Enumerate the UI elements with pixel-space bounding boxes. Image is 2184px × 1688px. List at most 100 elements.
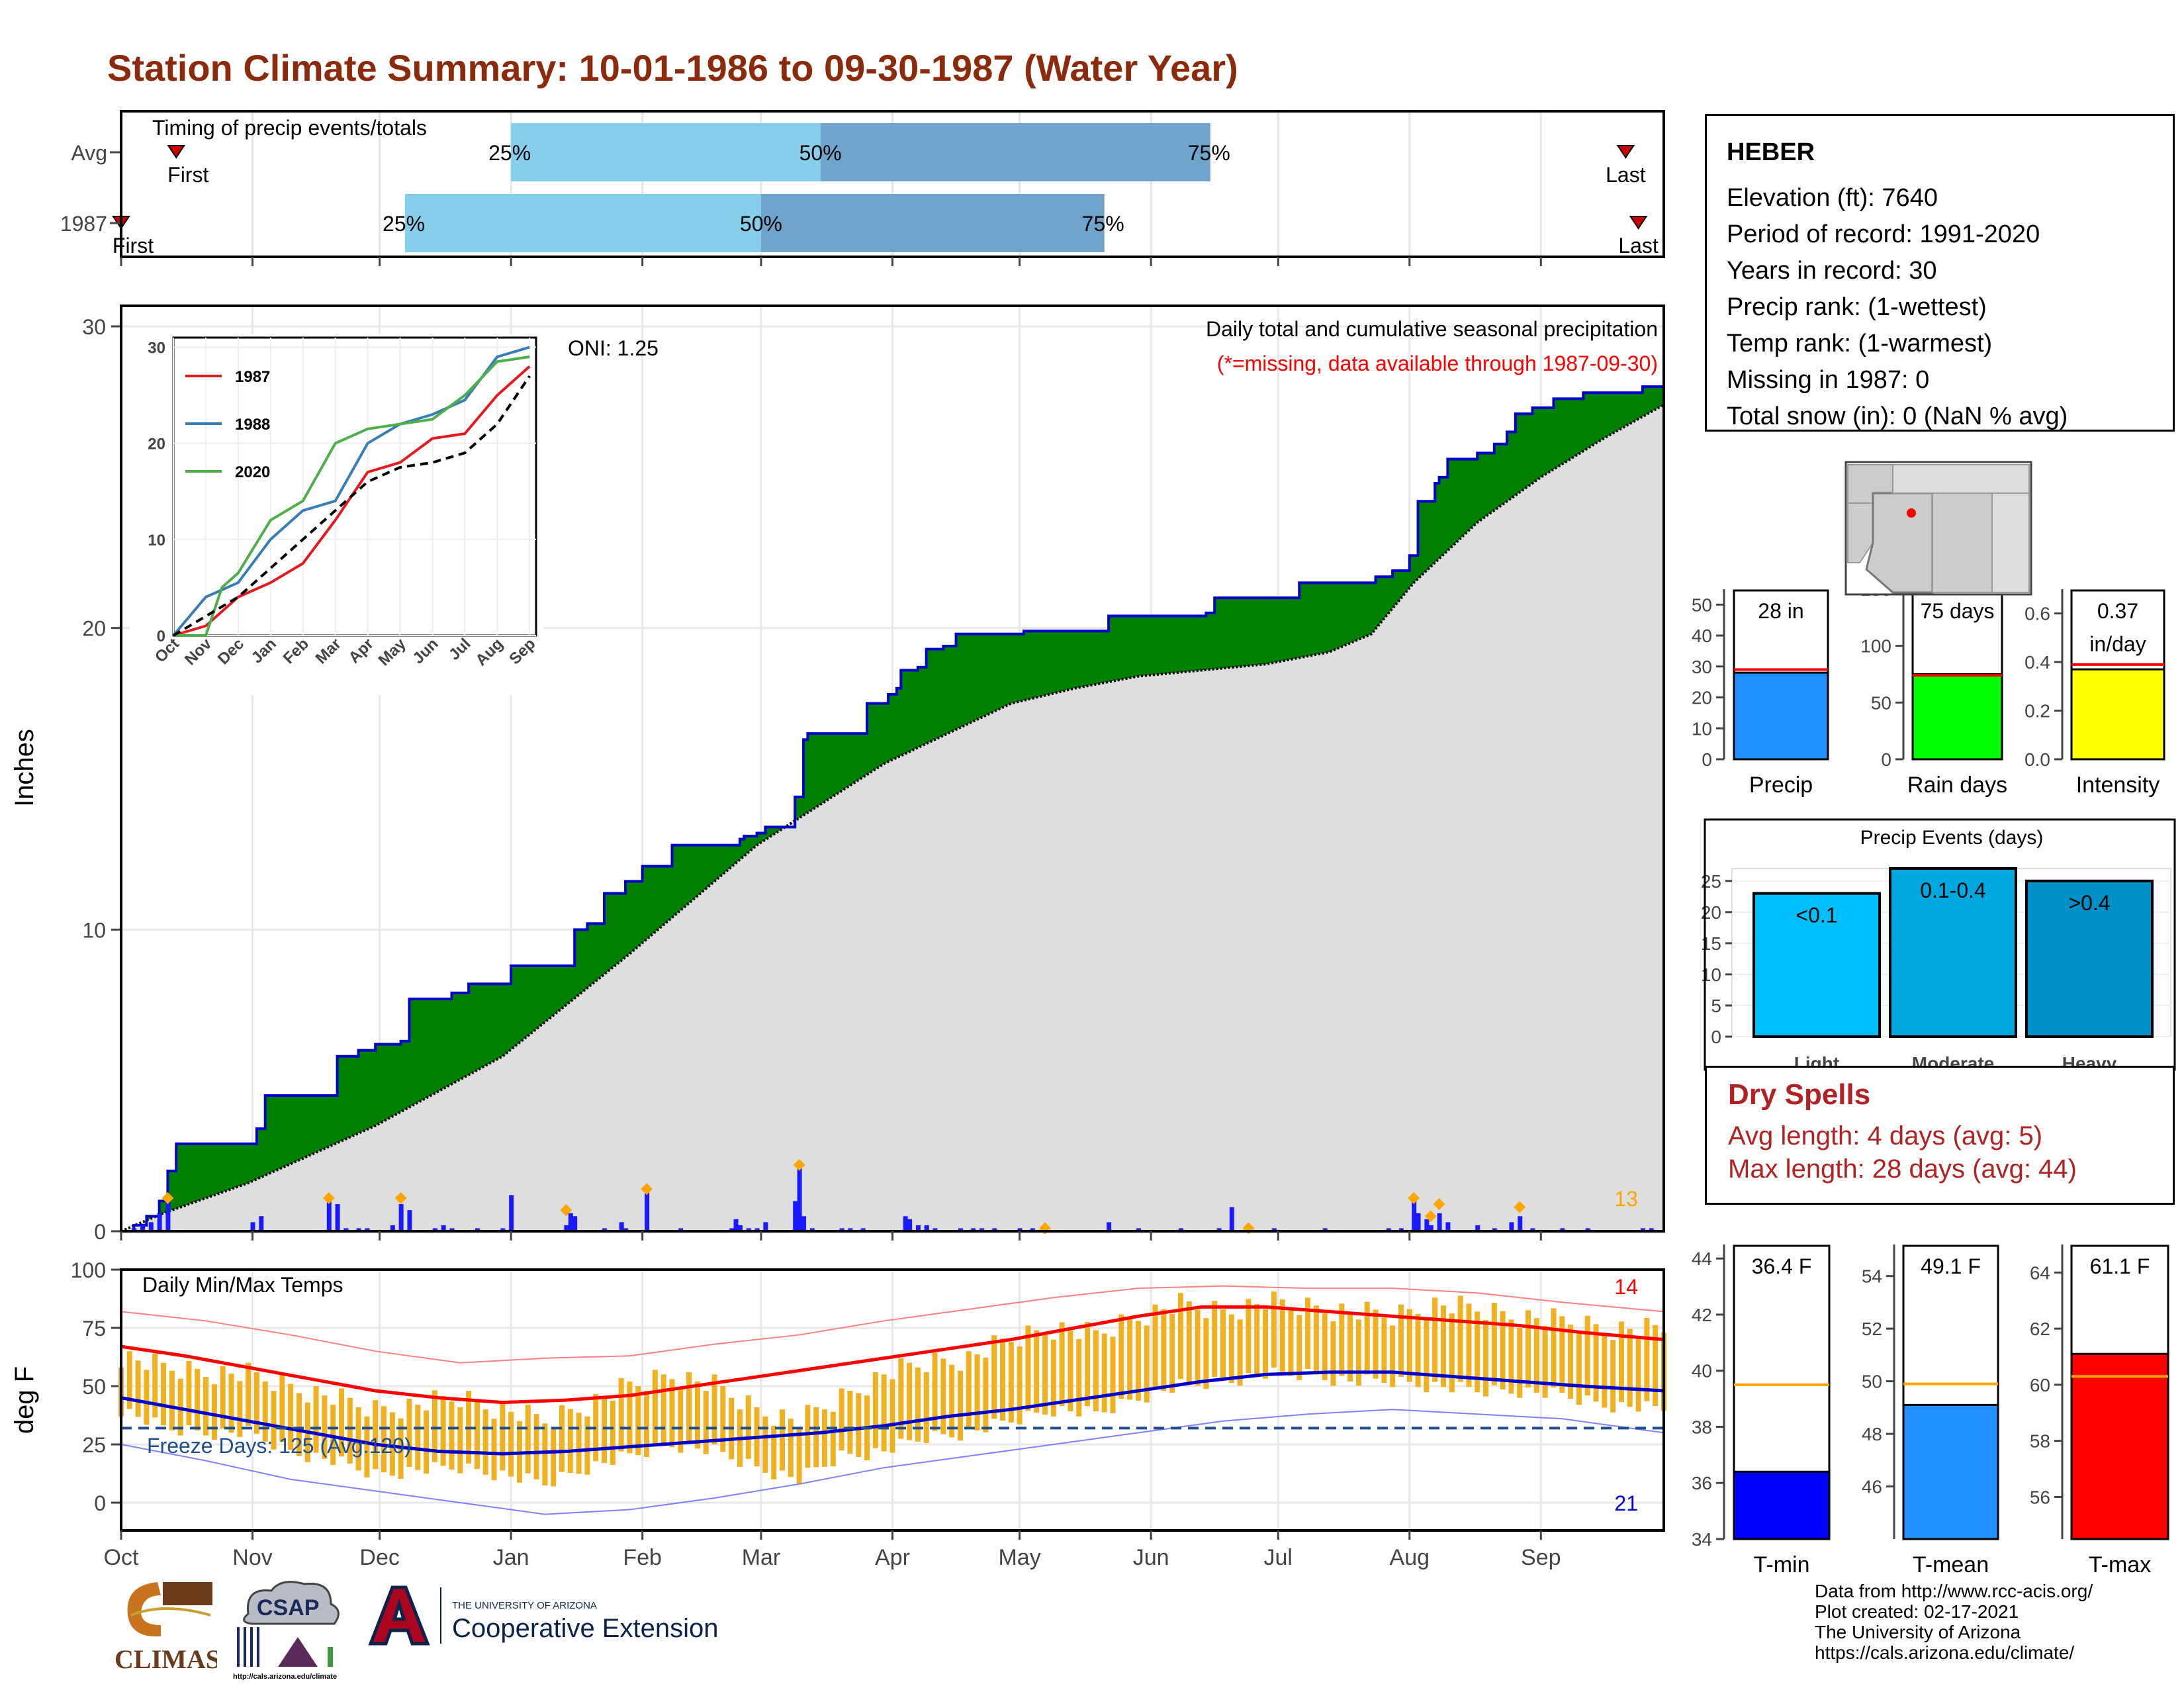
temp-daily-bar xyxy=(1551,1308,1557,1388)
temp-daily-bar xyxy=(1457,1295,1463,1382)
temp-daily-bar xyxy=(1313,1305,1319,1375)
locator-map-texas xyxy=(1991,492,2030,593)
timing-label-75: 75% xyxy=(1188,141,1230,165)
temp-daily-bar xyxy=(966,1351,972,1429)
temp-daily-bar xyxy=(525,1405,531,1474)
precip-daily-bar xyxy=(1445,1222,1451,1231)
temp-daily-bar xyxy=(500,1402,506,1471)
precip-record-marker xyxy=(560,1204,572,1217)
temp-daily-bar xyxy=(660,1374,666,1446)
timing-title: Timing of precip events/totals xyxy=(152,116,427,140)
temp-daily-bar xyxy=(915,1367,921,1442)
precip-daily-bar xyxy=(1136,1228,1141,1231)
precip-daily-bar xyxy=(1216,1228,1222,1231)
temp-daily-bar xyxy=(940,1358,946,1434)
inset-ytick-label: 20 xyxy=(148,436,165,453)
precip-daily-bar xyxy=(1585,1228,1590,1231)
precip-daily-bar xyxy=(1437,1213,1442,1231)
temp-summary-box-label: 49.1 F xyxy=(1921,1254,1981,1278)
station-info-panel: HEBER Elevation (ft): 7640 Period of rec… xyxy=(1705,114,2175,432)
temp-daily-bar xyxy=(762,1416,768,1473)
temp-daily-bar xyxy=(584,1416,590,1475)
station-temp-rank: Temp rank: (1-warmest) xyxy=(1727,330,1993,357)
precip-daily-bar xyxy=(746,1228,751,1231)
ua-logo-graphic: THE UNIVERSITY OF ARIZONA Cooperative Ex… xyxy=(368,1585,718,1646)
timing-label-50: 50% xyxy=(740,212,782,236)
precip-daily-bar xyxy=(1322,1228,1328,1231)
temp-daily-bar xyxy=(1449,1313,1455,1393)
temp-daily-bar xyxy=(1644,1317,1650,1401)
csap-logo[interactable]: CSAP http://cals.arizona.edu/climate xyxy=(232,1574,351,1681)
temp-ytick-label: 75 xyxy=(82,1317,106,1340)
dry-spells-panel: Dry Spells Avg length: 4 days (avg: 5) M… xyxy=(1705,1066,2175,1205)
timing-last-label: Last xyxy=(1606,163,1646,187)
precip-record-marker xyxy=(641,1183,653,1196)
precip-daily-bar xyxy=(678,1228,684,1231)
temp-daily-bar xyxy=(186,1360,192,1426)
page-title: Station Climate Summary: 10-01-1986 to 0… xyxy=(107,47,1238,89)
precip-summary-bar xyxy=(2070,668,2165,761)
temp-daily-bar xyxy=(957,1370,963,1441)
climas-logo[interactable]: CLIMAS xyxy=(111,1575,220,1675)
temp-daily-bar xyxy=(872,1372,878,1448)
ua-logo-top: THE UNIVERSITY OF ARIZONA xyxy=(452,1600,597,1611)
precip-daily-bar xyxy=(165,1201,171,1231)
temp-daily-bar xyxy=(1144,1325,1150,1403)
temp-daily-bar xyxy=(1288,1307,1294,1376)
temp-summary-ytick-label: 42 xyxy=(1692,1305,1712,1325)
timing-row-label: Avg xyxy=(71,141,107,165)
temp-daily-bar xyxy=(1610,1340,1616,1413)
precip-daily-bar xyxy=(602,1228,608,1231)
locator-map-station-dot xyxy=(1907,508,1916,518)
temp-daily-bar xyxy=(602,1397,608,1464)
temp-daily-bar xyxy=(1220,1309,1226,1380)
temp-daily-bar xyxy=(932,1352,938,1431)
timing-last-marker xyxy=(1616,145,1635,159)
temp-daily-bar xyxy=(1203,1318,1209,1389)
precip-summary-ytick-label: 0.4 xyxy=(2025,652,2050,673)
temp-daily-bar xyxy=(1297,1315,1302,1380)
precip-cumulative-line xyxy=(121,385,1664,1233)
precip-summary-ytick-label: 30 xyxy=(1692,657,1712,677)
temp-daily-bar xyxy=(1602,1333,1608,1408)
precip-daily-bar xyxy=(509,1195,514,1231)
temp-daily-bar xyxy=(1271,1291,1277,1368)
ua-extension-logo[interactable]: THE UNIVERSITY OF ARIZONA Cooperative Ex… xyxy=(363,1581,733,1654)
precip-daily-bar xyxy=(564,1225,569,1231)
locator-map-california xyxy=(1847,502,1874,563)
precip-daily-bar xyxy=(1017,1228,1023,1231)
temp-daily-bar xyxy=(1432,1297,1438,1382)
timing-first-label: First xyxy=(113,234,154,258)
events-bar-label: 0.1-0.4 xyxy=(1920,878,1986,902)
dry-spells-avg: Avg length: 4 days (avg: 5) xyxy=(1728,1121,2043,1150)
inset-legend-label: 1988 xyxy=(235,416,270,434)
precip-daily-bar xyxy=(449,1228,455,1231)
temp-daily-bar xyxy=(262,1381,268,1442)
precip-daily-bar xyxy=(259,1216,264,1231)
temp-daily-bar xyxy=(635,1386,641,1456)
precip-daily-bar xyxy=(335,1203,340,1231)
precip-daily-bar xyxy=(250,1222,255,1231)
inset-ytick-label: 10 xyxy=(148,532,165,549)
precip-record-marker xyxy=(1514,1201,1526,1213)
temp-daily-bar xyxy=(610,1400,615,1465)
precip-daily-bar xyxy=(1560,1228,1565,1231)
timing-bar-second-half xyxy=(820,123,1210,181)
locator-map-new-mexico xyxy=(1932,492,1993,593)
temp-daily-bar xyxy=(1237,1319,1243,1386)
temp-daily-bar xyxy=(1161,1309,1167,1391)
temp-daily-bar xyxy=(542,1423,548,1485)
temp-daily-bar xyxy=(1381,1317,1387,1383)
temp-xtick-label: Feb xyxy=(623,1545,662,1570)
precip-daily-bar xyxy=(971,1228,976,1231)
temp-daily-bar xyxy=(983,1358,989,1432)
temp-xtick-label: Dec xyxy=(359,1545,399,1570)
precip-daily-bar xyxy=(623,1228,629,1231)
temp-daily-bar xyxy=(881,1374,887,1452)
station-period: Period of record: 1991-2020 xyxy=(1727,220,2040,248)
precip-daily-bar xyxy=(432,1228,437,1231)
temp-ytick-label: 100 xyxy=(71,1258,106,1282)
temp-title: Daily Min/Max Temps xyxy=(142,1273,343,1297)
precip-record-marker xyxy=(322,1192,335,1204)
precip-summary-ytick-label: 20 xyxy=(1692,688,1712,708)
